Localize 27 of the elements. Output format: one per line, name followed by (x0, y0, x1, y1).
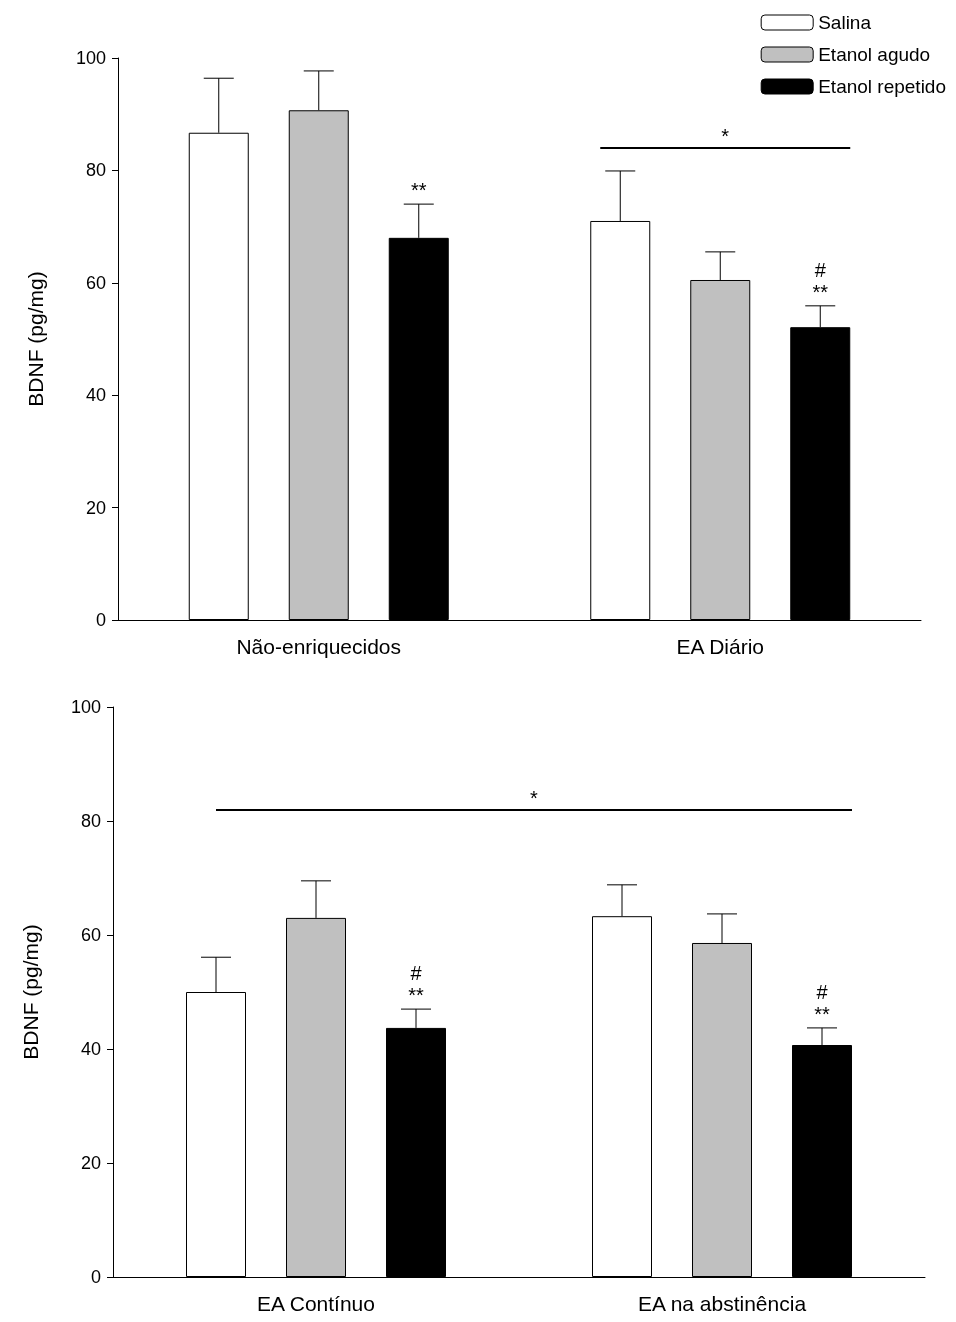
data-label: ** (410, 179, 427, 202)
x-tick-label: EA na abstinência (637, 1292, 807, 1315)
ref-line-label: * (721, 124, 730, 147)
ref-line-label: * (530, 786, 539, 809)
y-tick-label: 100 (75, 48, 106, 68)
y-tick-label: 60 (80, 925, 101, 945)
legend-label: Salina (818, 12, 872, 33)
y-tick-label: 80 (85, 160, 106, 181)
x-tick-label: EA Contínuo (257, 1292, 375, 1315)
y-tick-label: 0 (95, 610, 106, 630)
data-label: # ** (812, 258, 829, 303)
data-label: # ** (814, 980, 830, 1025)
y-tick-label: 20 (80, 1153, 101, 1173)
y-tick-label: 20 (85, 497, 106, 518)
x-tick-label: EA Diário (676, 635, 765, 658)
y-axis-title: BDNF (pg/mg) (24, 271, 47, 407)
y-tick-label: 40 (80, 1039, 101, 1059)
legend-label: Etanol repetido (818, 76, 947, 97)
legend-label: Etanol agudo (818, 44, 931, 65)
y-tick-label: 60 (85, 272, 106, 293)
x-tick-label: Não-enriquecidos (236, 635, 402, 658)
y-tick-label: 40 (85, 385, 106, 406)
y-tick-label: 0 (90, 1267, 101, 1287)
y-tick-label: 100 (70, 697, 101, 717)
y-axis-title: BDNF (pg/mg) (19, 924, 42, 1060)
data-label: # ** (408, 962, 424, 1007)
y-tick-label: 80 (80, 811, 101, 831)
